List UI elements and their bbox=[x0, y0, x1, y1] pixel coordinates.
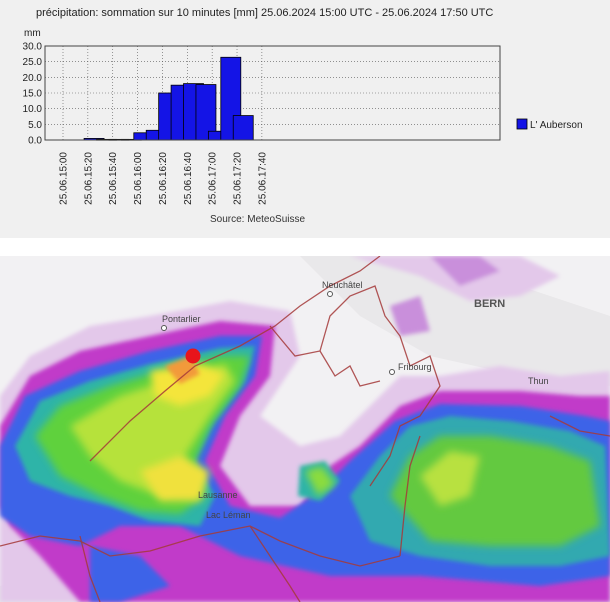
y-tick-label: 10.0 bbox=[23, 104, 43, 115]
chart-source: Source: MeteoSuisse bbox=[210, 214, 305, 225]
y-tick-label: 0.0 bbox=[28, 136, 42, 147]
x-tick-label: 25.06.17:00 bbox=[208, 152, 219, 205]
x-tick-label: 25.06.15:40 bbox=[108, 152, 119, 205]
x-tick-labels: 25.06.15:00 25.06.15:20 25.06.15:40 25.06.1… bbox=[59, 152, 269, 205]
bar-1720 bbox=[232, 115, 254, 141]
x-tick-label: 25.06.15:20 bbox=[83, 152, 94, 205]
legend-entry: L' Auberson bbox=[530, 120, 583, 131]
borders bbox=[0, 256, 610, 602]
x-tick-label: 25.06.16:00 bbox=[133, 152, 144, 205]
label-bern: BERN bbox=[474, 298, 505, 310]
label-thun: Thun bbox=[528, 376, 549, 386]
label-lausanne: Lausanne bbox=[198, 490, 238, 500]
precipitation-chart-panel: précipitation: sommation sur 10 minutes … bbox=[0, 0, 610, 238]
plot-frame bbox=[44, 45, 501, 141]
y-tick-label: 5.0 bbox=[28, 120, 42, 131]
grid-lines bbox=[45, 45, 500, 141]
neuchatel-dot bbox=[327, 291, 333, 297]
x-tick-label: 25.06.17:40 bbox=[257, 152, 268, 205]
x-tick-label: 25.06.15:00 bbox=[59, 152, 70, 205]
label-fribourg: Fribourg bbox=[398, 362, 432, 372]
radar-map: Neuchâtel BERN Pontarlier Fribourg Thun … bbox=[0, 256, 610, 602]
y-tick-label: 30.0 bbox=[23, 42, 43, 53]
legend-swatch bbox=[516, 118, 528, 130]
radar-map-svg: Neuchâtel BERN Pontarlier Fribourg Thun … bbox=[0, 256, 610, 602]
terrain-area bbox=[300, 256, 610, 386]
precipitation-chart: précipitation: sommation sur 10 minutes … bbox=[23, 7, 583, 225]
x-tick-label: 25.06.16:40 bbox=[183, 152, 194, 205]
x-tick-label: 25.06.16:20 bbox=[158, 152, 169, 205]
label-lac: Lac Léman bbox=[206, 510, 251, 520]
pontarlier-dot bbox=[161, 325, 167, 331]
fribourg-dot bbox=[389, 369, 395, 375]
label-neuchatel: Neuchâtel bbox=[322, 280, 363, 290]
y-axis-label: mm bbox=[24, 28, 41, 39]
y-tick-label: 25.0 bbox=[23, 57, 43, 68]
y-tick-label: 20.0 bbox=[23, 73, 43, 84]
chart-title: précipitation: sommation sur 10 minutes … bbox=[36, 7, 493, 19]
bars bbox=[83, 56, 254, 141]
station-marker[interactable] bbox=[185, 348, 201, 364]
y-tick-labels: 0.0 5.0 10.0 15.0 20.0 25.0 30.0 bbox=[23, 42, 43, 147]
label-pontarlier: Pontarlier bbox=[162, 314, 201, 324]
precip-yellow bbox=[140, 364, 225, 501]
x-tick-label: 25.06.17:20 bbox=[233, 152, 244, 205]
y-tick-label: 15.0 bbox=[23, 89, 43, 100]
